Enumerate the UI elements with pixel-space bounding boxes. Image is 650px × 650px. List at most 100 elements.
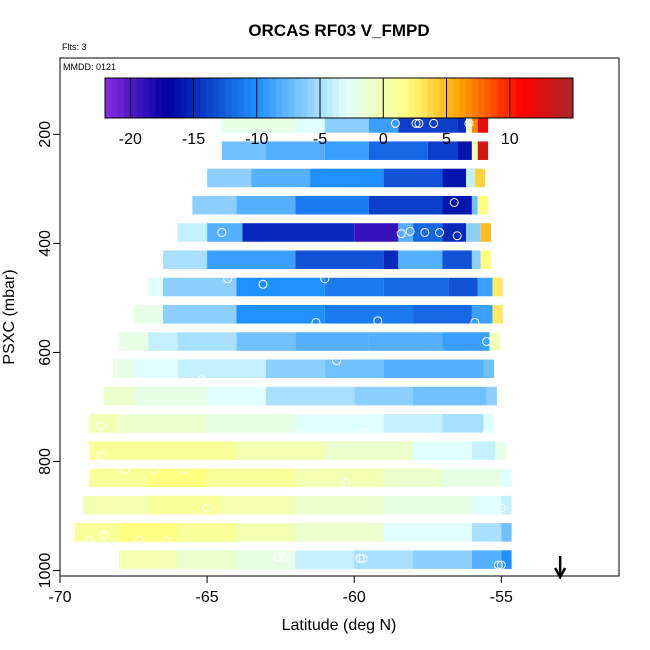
heat-cell [457, 141, 472, 160]
colorbar-swatch [383, 78, 391, 118]
heat-cell [118, 523, 178, 542]
heat-cell [236, 277, 325, 297]
colorbar-swatch [421, 78, 429, 118]
data-point [358, 554, 368, 564]
data-point [217, 227, 227, 237]
colorbar-swatch [136, 78, 144, 118]
data-point [414, 118, 424, 128]
heat-cell [236, 305, 325, 324]
data-point [449, 197, 459, 207]
arrow-head [554, 567, 567, 580]
colorbar-swatch [452, 78, 460, 118]
heat-cell [162, 250, 208, 270]
colorbar-swatch [427, 78, 435, 118]
colorbar-swatch [389, 78, 397, 118]
colorbar-tick-label: -20 [119, 131, 142, 148]
colorbar-swatch [161, 78, 169, 118]
colorbar-swatch [535, 78, 542, 118]
heat-cell [471, 250, 481, 270]
y-axis-label: PSXC (mbar) [1, 269, 18, 364]
heat-cell [413, 386, 487, 406]
heat-cell [221, 114, 296, 133]
heat-cell [324, 277, 384, 297]
colorbar-swatch [288, 78, 296, 118]
heat-cell [398, 114, 458, 133]
data-point [134, 536, 144, 546]
heat-cell [118, 414, 208, 433]
colorbar-swatch [484, 78, 492, 118]
heat-cell [466, 114, 472, 133]
colorbar-swatch [509, 78, 517, 118]
heat-cell [177, 359, 266, 379]
heat-cell [118, 550, 178, 569]
colorbar-swatch [326, 78, 334, 118]
colorbar-tick-label: 0 [379, 131, 388, 148]
heat-cell [207, 250, 296, 270]
colorbar-swatch [345, 78, 353, 118]
colorbar-swatch [142, 78, 150, 118]
heat-cell [383, 277, 449, 297]
heat-cell [413, 550, 472, 569]
colorbar-swatch [414, 78, 422, 118]
chart-title: ORCAS RF03 V_FMPD [248, 21, 429, 40]
colorbar-swatch [174, 78, 182, 118]
heat-cell [383, 168, 443, 188]
heat-cell [265, 386, 355, 406]
colorbar-swatch [522, 78, 530, 118]
data-point [279, 552, 289, 562]
data-point [496, 560, 506, 570]
x-tick-label: -55 [490, 589, 513, 606]
data-point [482, 429, 492, 439]
heat-cell [383, 414, 443, 433]
colorbar-swatch [503, 78, 511, 118]
heat-cell [207, 223, 243, 242]
heat-cell [295, 523, 384, 542]
colorbar-swatch [275, 78, 283, 118]
heat-cell [354, 223, 399, 242]
y-tick-label: 600 [37, 339, 54, 366]
y-axis: 200 400 600 800 1000 [37, 121, 60, 588]
colorbar-swatch [440, 78, 448, 118]
heat-cell [492, 305, 503, 324]
heat-cell [242, 223, 355, 242]
colorbar-swatch [433, 78, 441, 118]
heat-cell [398, 223, 414, 242]
heat-cell [466, 223, 481, 242]
y-tick-label: 200 [37, 121, 54, 148]
data-point [179, 465, 189, 475]
data-point [120, 465, 130, 475]
data-point [161, 536, 171, 546]
data-point [84, 536, 94, 546]
heat-cell [354, 386, 414, 406]
colorbar-swatch [212, 78, 220, 118]
heat-cell [486, 386, 497, 406]
heat-cell [501, 495, 512, 515]
data-point [396, 229, 406, 239]
heat-cell [368, 195, 443, 215]
heat-cell [207, 414, 296, 433]
colorbar-swatch [364, 78, 372, 118]
heat-cell [471, 523, 502, 542]
data-point [214, 118, 224, 128]
colorbar-swatch [478, 78, 485, 118]
colorbar-swatch [130, 78, 138, 118]
heat-cell [471, 141, 478, 160]
heat-cell [466, 168, 475, 188]
colorbar-swatch [123, 78, 131, 118]
data-point [223, 274, 233, 284]
colorbar-swatch [395, 78, 403, 118]
x-tick-label: -70 [48, 589, 71, 606]
heat-cell [177, 223, 208, 242]
colorbar-swatch [282, 78, 289, 118]
heat-cell [324, 305, 414, 324]
data-point [470, 317, 480, 327]
heat-cell [236, 332, 296, 351]
heat-cell [148, 277, 163, 297]
heat-cell [265, 141, 325, 160]
heat-cell [295, 468, 384, 488]
heat-cell [368, 332, 443, 351]
colorbar-swatch [554, 78, 561, 118]
heat-cell [383, 523, 472, 542]
heat-cell [501, 468, 512, 488]
